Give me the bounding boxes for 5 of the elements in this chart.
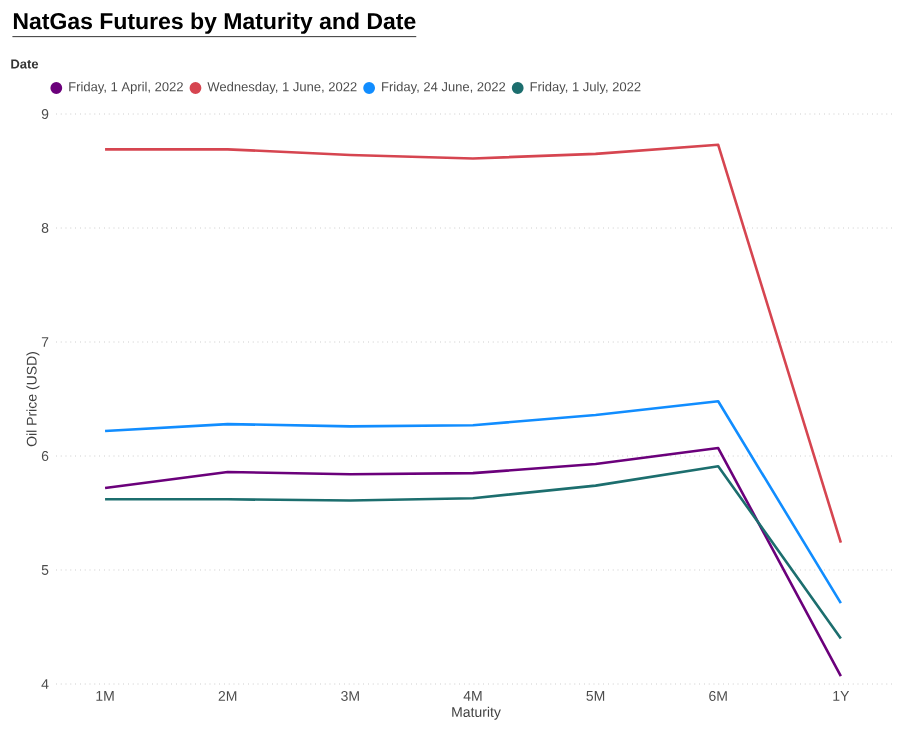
line-series [103, 143, 843, 544]
line-series [103, 446, 843, 678]
chart-title: NatGas Futures by Maturity and Date [13, 12, 416, 34]
line-series [103, 399, 843, 605]
line-series [103, 464, 843, 640]
